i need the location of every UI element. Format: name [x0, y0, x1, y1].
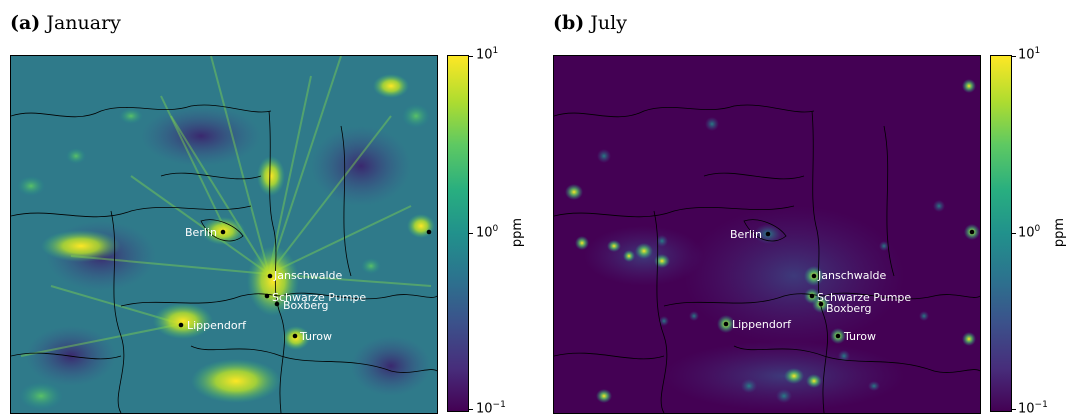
hotspot-lippendorf	[153, 303, 213, 339]
hotspot-east	[407, 214, 435, 238]
label-janschwalde: Janschwalde	[273, 269, 342, 282]
colorbar-mid-label: 100	[1018, 224, 1041, 241]
marker-schwarze-pumpe	[264, 293, 270, 299]
low-region	[141, 106, 261, 166]
hotspot-small	[373, 74, 409, 98]
label-turow: Turow	[843, 330, 876, 343]
hotspot-small	[361, 258, 381, 274]
map-july: Berlin Janschwalde Schwarze Pumpe Boxber…	[553, 55, 981, 414]
marker-janschwalde	[811, 273, 817, 279]
map-january-svg: Berlin Janschwalde Schwarze Pumpe Boxber…	[11, 56, 437, 413]
hotspot-small	[402, 104, 430, 128]
colorbar-tick	[468, 56, 473, 57]
map-january: Berlin Janschwalde Schwarze Pumpe Boxber…	[10, 55, 438, 414]
label-berlin: Berlin	[730, 228, 762, 241]
low-region	[311, 126, 411, 206]
panel-b-month: July	[590, 12, 627, 34]
marker-turow	[835, 333, 841, 339]
label-lippendorf: Lippendorf	[187, 319, 247, 332]
colorbar-tick	[1011, 56, 1016, 57]
hotspot-small	[66, 148, 86, 164]
marker-boxberg	[274, 301, 280, 307]
label-turow: Turow	[299, 330, 332, 343]
hotspot-west	[41, 230, 121, 262]
colorbar-tick	[1011, 409, 1016, 410]
label-schwarze-pumpe: Schwarze Pumpe	[272, 291, 366, 304]
marker-turow	[292, 333, 298, 339]
label-schwarze-pumpe: Schwarze Pumpe	[817, 291, 911, 304]
marker-lippendorf	[178, 322, 184, 328]
colorbar-tick	[468, 409, 473, 410]
marker-lippendorf	[723, 321, 729, 327]
marker-east	[426, 229, 432, 235]
colorbar-min-label: 10−1	[1018, 400, 1048, 417]
hotspot-small	[19, 382, 63, 410]
marker-janschwalde	[267, 273, 273, 279]
label-lippendorf: Lippendorf	[732, 318, 792, 331]
colorbar-july	[990, 55, 1012, 412]
hotspot-south	[191, 359, 281, 403]
label-boxberg: Boxberg	[826, 302, 872, 315]
colorbar-unit-label: ppm	[510, 217, 526, 248]
colorbar-max-label: 101	[476, 46, 499, 63]
marker-berlin	[220, 229, 226, 235]
marker-east	[969, 229, 975, 235]
label-janschwalde: Janschwalde	[817, 269, 886, 282]
city-markers	[178, 229, 432, 339]
panel-a-title: (a) January	[10, 12, 121, 34]
marker-berlin	[765, 231, 771, 237]
hotspot-small	[17, 176, 45, 196]
hotspot-lusatia	[247, 246, 299, 316]
label-berlin: Berlin	[185, 226, 217, 239]
map-july-svg: Berlin Janschwalde Schwarze Pumpe Boxber…	[554, 56, 980, 413]
low-region	[351, 336, 431, 396]
colorbar-min-label: 10−1	[476, 400, 506, 417]
colorbar-mid-label: 100	[476, 224, 499, 241]
label-boxberg: Boxberg	[283, 299, 329, 312]
hotspot-north	[257, 156, 285, 196]
panel-a-month: January	[46, 12, 121, 34]
panel-b-title: (b) July	[553, 12, 627, 34]
city-markers	[723, 229, 975, 339]
colorbar-max-label: 101	[1018, 46, 1041, 63]
marker-schwarze-pumpe	[809, 293, 815, 299]
borders	[11, 104, 437, 413]
marker-boxberg	[818, 301, 824, 307]
panel-a-tag: (a)	[10, 12, 41, 34]
hotspot-small	[119, 108, 143, 124]
colorbar-january	[447, 55, 469, 412]
colorbar-unit-label: ppm	[1052, 217, 1068, 248]
colorbar-tick	[1011, 233, 1016, 234]
colorbar-tick	[468, 233, 473, 234]
haze	[684, 206, 904, 346]
panel-b-tag: (b)	[553, 12, 585, 34]
